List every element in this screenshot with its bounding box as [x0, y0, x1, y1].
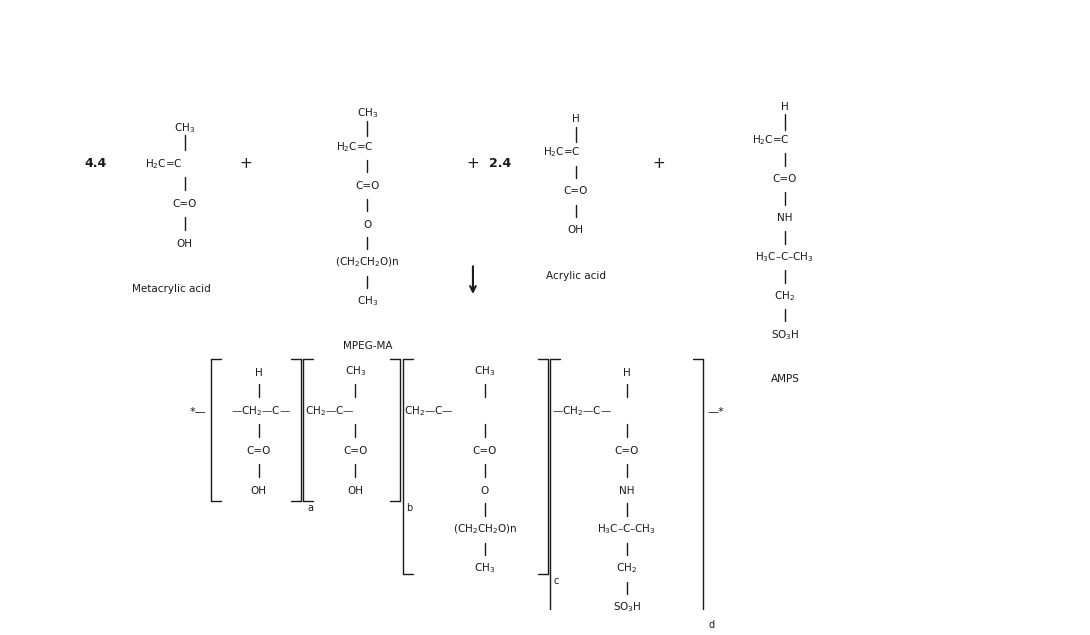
Text: d: d: [708, 620, 715, 630]
Text: O: O: [481, 486, 489, 496]
Text: Metacrylic acid: Metacrylic acid: [133, 284, 211, 294]
Text: C=O: C=O: [773, 174, 797, 184]
Text: CH$_3$: CH$_3$: [356, 295, 378, 309]
Text: CH$_2$—C—: CH$_2$—C—: [403, 404, 453, 418]
Text: 4.4: 4.4: [85, 157, 107, 170]
Text: C=O: C=O: [615, 446, 639, 456]
Text: C=O: C=O: [473, 446, 497, 456]
Text: CH$_2$: CH$_2$: [617, 561, 638, 575]
Text: —CH$_2$—C—: —CH$_2$—C—: [552, 404, 611, 418]
Text: CH$_3$: CH$_3$: [344, 364, 366, 378]
Text: b: b: [405, 503, 412, 513]
Text: +: +: [652, 156, 665, 171]
Text: CH$_3$: CH$_3$: [174, 121, 195, 135]
Text: AMPS: AMPS: [771, 375, 799, 384]
Text: SO$_3$H: SO$_3$H: [613, 601, 641, 615]
Text: C=O: C=O: [564, 186, 588, 196]
Text: OH: OH: [251, 486, 267, 496]
Text: H: H: [572, 114, 580, 124]
Text: C=O: C=O: [343, 446, 367, 456]
Text: (CH$_2$CH$_2$O)n: (CH$_2$CH$_2$O)n: [336, 256, 399, 269]
Text: H$_3$C–C–CH$_3$: H$_3$C–C–CH$_3$: [755, 250, 814, 264]
Text: H: H: [782, 102, 789, 112]
Text: (CH$_2$CH$_2$O)n: (CH$_2$CH$_2$O)n: [452, 523, 517, 537]
Text: C=O: C=O: [246, 446, 271, 456]
Text: CH$_3$: CH$_3$: [356, 107, 378, 120]
Text: OH: OH: [348, 486, 363, 496]
Text: OH: OH: [568, 225, 583, 235]
Text: CH$_2$: CH$_2$: [774, 289, 796, 303]
Text: H$_2$C=C: H$_2$C=C: [543, 145, 581, 159]
Text: CH$_3$: CH$_3$: [474, 364, 495, 378]
Text: CH$_3$: CH$_3$: [474, 561, 495, 575]
Text: +: +: [240, 156, 252, 171]
Text: H$_3$C–C–CH$_3$: H$_3$C–C–CH$_3$: [597, 523, 656, 537]
Text: c: c: [554, 576, 559, 586]
Text: a: a: [307, 503, 313, 513]
Text: C=O: C=O: [355, 180, 379, 190]
Text: —*: —*: [707, 406, 725, 416]
Text: 2.4: 2.4: [489, 157, 511, 170]
Text: H$_2$C=C: H$_2$C=C: [145, 157, 183, 171]
Text: —CH$_2$—C—: —CH$_2$—C—: [231, 404, 291, 418]
Text: Acrylic acid: Acrylic acid: [546, 271, 606, 281]
Text: SO$_3$H: SO$_3$H: [771, 328, 799, 342]
Text: H: H: [255, 368, 263, 378]
Text: H$_2$C=C: H$_2$C=C: [336, 140, 373, 154]
Text: O: O: [363, 220, 372, 230]
Text: +: +: [467, 156, 480, 171]
Text: H$_2$C=C: H$_2$C=C: [752, 133, 790, 147]
Text: NH: NH: [777, 213, 792, 223]
Text: C=O: C=O: [172, 199, 197, 209]
Text: MPEG-MA: MPEG-MA: [342, 341, 392, 351]
Text: NH: NH: [619, 486, 634, 496]
Text: *—: *—: [190, 406, 206, 416]
Text: H: H: [623, 368, 631, 378]
Text: OH: OH: [177, 239, 193, 248]
Text: CH$_2$—C—: CH$_2$—C—: [305, 404, 354, 418]
